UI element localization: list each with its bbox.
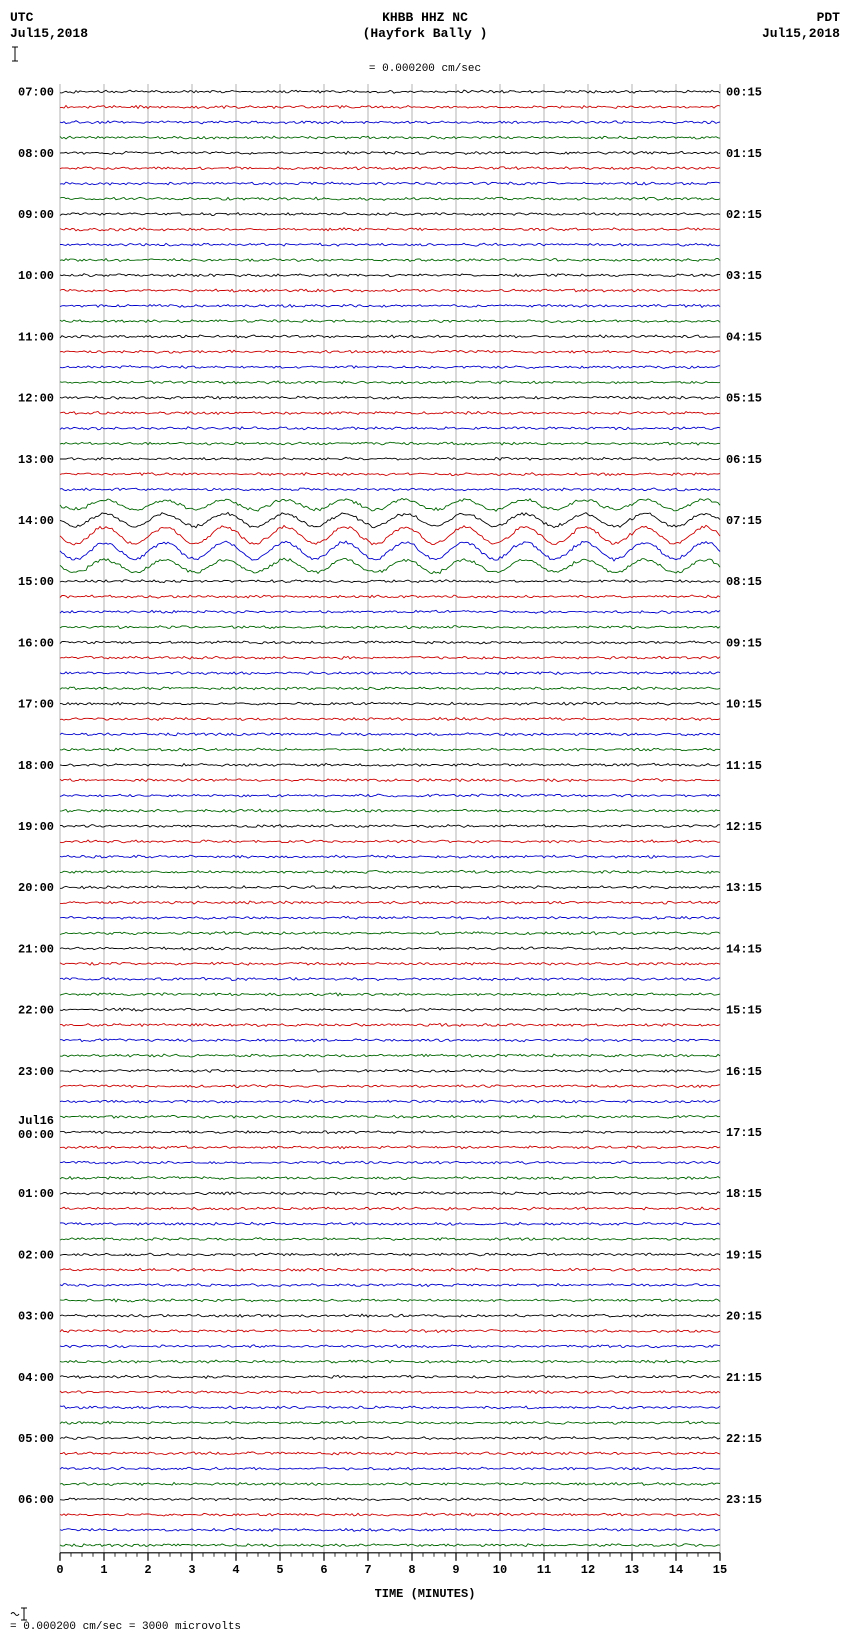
svg-text:22:15: 22:15	[726, 1432, 762, 1446]
svg-text:0: 0	[56, 1562, 63, 1576]
svg-text:04:15: 04:15	[726, 330, 762, 344]
svg-text:11:15: 11:15	[726, 758, 762, 772]
svg-text:20:15: 20:15	[726, 1309, 762, 1323]
tz-right-label: PDT	[740, 10, 840, 26]
svg-text:6: 6	[320, 1562, 327, 1576]
svg-text:21:15: 21:15	[726, 1370, 762, 1384]
svg-text:20:00: 20:00	[18, 881, 54, 895]
svg-text:00:15: 00:15	[726, 85, 762, 99]
chart-title: KHBB HHZ NC	[382, 10, 468, 26]
svg-text:17:00: 17:00	[18, 697, 54, 711]
svg-text:8: 8	[408, 1562, 415, 1576]
svg-text:13:00: 13:00	[18, 452, 54, 466]
svg-text:01:00: 01:00	[18, 1187, 54, 1201]
svg-text:05:00: 05:00	[18, 1432, 54, 1446]
svg-text:09:15: 09:15	[726, 636, 762, 650]
svg-text:15:00: 15:00	[18, 575, 54, 589]
scale-indicator: = 0.000200 cm/sec	[10, 45, 840, 75]
svg-text:14:00: 14:00	[18, 514, 54, 528]
svg-text:08:00: 08:00	[18, 146, 54, 160]
svg-text:18:00: 18:00	[18, 758, 54, 772]
svg-text:12:00: 12:00	[18, 391, 54, 405]
date-left: Jul15,2018	[10, 26, 110, 41]
svg-text:12:15: 12:15	[726, 820, 762, 834]
svg-text:00:00: 00:00	[18, 1128, 54, 1142]
footer-scale: = 0.000200 cm/sec = 3000 microvolts	[10, 1607, 840, 1633]
svg-text:06:00: 06:00	[18, 1493, 54, 1507]
svg-text:10:00: 10:00	[18, 269, 54, 283]
svg-text:22:00: 22:00	[18, 1003, 54, 1017]
svg-text:18:15: 18:15	[726, 1187, 762, 1201]
svg-text:14:15: 14:15	[726, 942, 762, 956]
svg-text:23:15: 23:15	[726, 1493, 762, 1507]
svg-text:19:15: 19:15	[726, 1248, 762, 1262]
svg-text:15:15: 15:15	[726, 1003, 762, 1017]
svg-text:04:00: 04:00	[18, 1370, 54, 1384]
svg-text:01:15: 01:15	[726, 146, 762, 160]
svg-text:07:00: 07:00	[18, 85, 54, 99]
svg-text:23:00: 23:00	[18, 1064, 54, 1078]
svg-text:3: 3	[188, 1562, 195, 1576]
svg-text:03:15: 03:15	[726, 269, 762, 283]
tz-left-label: UTC	[10, 10, 110, 26]
svg-text:16:15: 16:15	[726, 1064, 762, 1078]
svg-text:05:15: 05:15	[726, 391, 762, 405]
svg-text:7: 7	[364, 1562, 371, 1576]
svg-text:1: 1	[100, 1562, 107, 1576]
svg-text:13: 13	[625, 1562, 639, 1576]
seismogram-chart: UTC KHBB HHZ NC PDT Jul15,2018 (Hayfork …	[10, 10, 840, 1633]
svg-text:14: 14	[669, 1562, 683, 1576]
svg-text:17:15: 17:15	[726, 1126, 762, 1140]
svg-text:15: 15	[713, 1562, 727, 1576]
svg-text:19:00: 19:00	[18, 820, 54, 834]
svg-text:03:00: 03:00	[18, 1309, 54, 1323]
chart-subtitle: (Hayfork Bally )	[363, 26, 488, 41]
svg-text:11: 11	[537, 1562, 551, 1576]
svg-text:5: 5	[276, 1562, 283, 1576]
svg-text:09:00: 09:00	[18, 208, 54, 222]
svg-text:Jul16: Jul16	[18, 1114, 54, 1128]
svg-text:02:00: 02:00	[18, 1248, 54, 1262]
svg-text:07:15: 07:15	[726, 514, 762, 528]
svg-text:10:15: 10:15	[726, 697, 762, 711]
svg-text:12: 12	[581, 1562, 595, 1576]
svg-text:4: 4	[232, 1562, 239, 1576]
svg-text:08:15: 08:15	[726, 575, 762, 589]
svg-text:2: 2	[144, 1562, 151, 1576]
svg-text:06:15: 06:15	[726, 452, 762, 466]
svg-text:10: 10	[493, 1562, 507, 1576]
svg-text:16:00: 16:00	[18, 636, 54, 650]
svg-text:13:15: 13:15	[726, 881, 762, 895]
svg-text:21:00: 21:00	[18, 942, 54, 956]
svg-text:9: 9	[452, 1562, 459, 1576]
svg-text:02:15: 02:15	[726, 208, 762, 222]
svg-text:11:00: 11:00	[18, 330, 54, 344]
date-right: Jul15,2018	[740, 26, 840, 41]
seismogram-plot: 07:00 08:00 09:00 10:00 11:00 12:00 13:00 14:00…	[10, 79, 770, 1588]
x-axis-label: TIME (MINUTES)	[10, 1587, 840, 1601]
